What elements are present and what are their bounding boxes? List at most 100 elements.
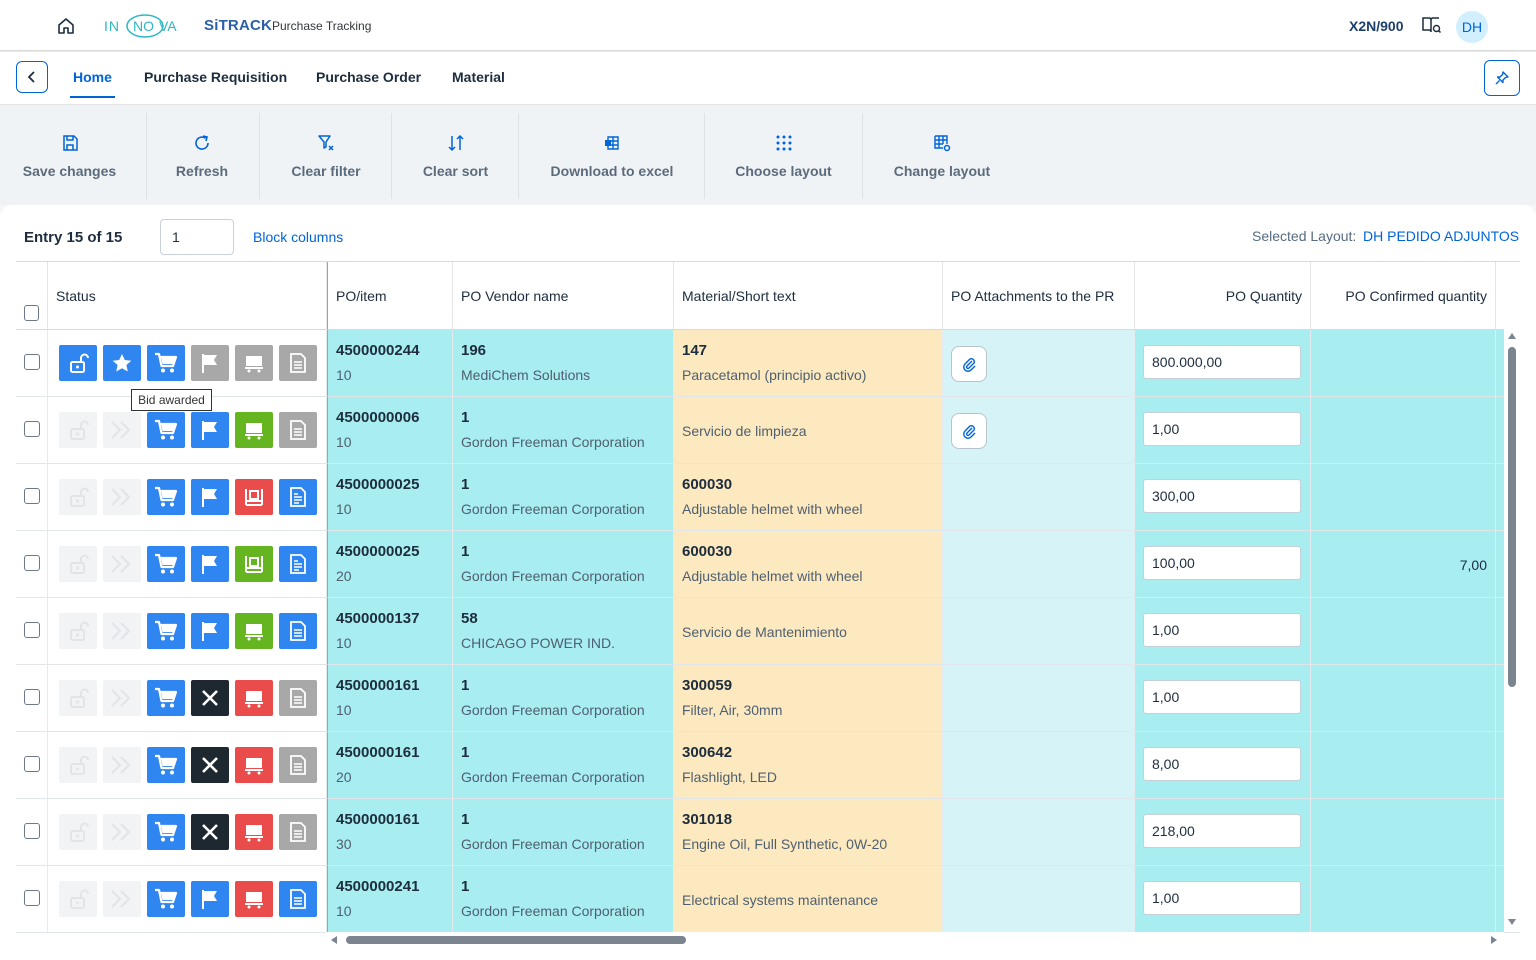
table-row[interactable]: 4500000241 10 1 Gordon Freeman Corporation… — [16, 866, 1520, 933]
horizontal-scrollbar[interactable] — [326, 932, 1504, 948]
po-quantity-input[interactable] — [1143, 747, 1301, 781]
clear-filter-button[interactable]: Clear filter — [266, 105, 386, 205]
header-po-quantity[interactable]: PO Quantity — [1135, 262, 1311, 330]
status-cancel-icon[interactable] — [191, 814, 229, 850]
vertical-scroll-thumb[interactable] — [1508, 347, 1516, 687]
horizontal-scroll-thumb[interactable] — [346, 936, 686, 944]
tab-home[interactable]: Home — [70, 69, 115, 98]
po-quantity-input[interactable] — [1143, 479, 1301, 513]
status-cart-icon[interactable] — [147, 345, 185, 381]
row-checkbox[interactable] — [24, 421, 40, 437]
scroll-right-icon[interactable] — [1490, 935, 1498, 945]
table-row[interactable]: 4500000025 20 1 Gordon Freeman Corporation… — [16, 531, 1520, 598]
avatar[interactable]: DH — [1456, 11, 1488, 43]
row-checkbox[interactable] — [24, 622, 40, 638]
status-document-icon[interactable] — [279, 412, 317, 448]
tab-purchase-requisition[interactable]: Purchase Requisition — [144, 69, 288, 85]
status-flag-icon[interactable] — [191, 546, 229, 582]
help-icon[interactable] — [1420, 14, 1442, 36]
status-flag-icon[interactable] — [191, 881, 229, 917]
status-document-icon[interactable] — [279, 881, 317, 917]
clear-sort-button[interactable]: Clear sort — [398, 105, 513, 205]
status-truck-icon[interactable] — [235, 345, 273, 381]
po-quantity-input[interactable] — [1143, 546, 1301, 580]
row-checkbox[interactable] — [24, 823, 40, 839]
scroll-down-icon[interactable] — [1507, 918, 1517, 926]
po-quantity-input[interactable] — [1143, 881, 1301, 915]
home-button[interactable] — [52, 12, 80, 40]
table-row[interactable]: 4500000137 10 58 CHICAGO POWER IND. Servic… — [16, 598, 1520, 665]
row-checkbox[interactable] — [24, 890, 40, 906]
header-vendor[interactable]: PO Vendor name — [453, 262, 674, 330]
status-forward-icon[interactable] — [103, 412, 141, 448]
po-quantity-input[interactable] — [1143, 814, 1301, 848]
table-row[interactable]: 4500000161 20 1 Gordon Freeman Corporation… — [16, 732, 1520, 799]
status-document-icon[interactable] — [279, 814, 317, 850]
entry-number-input[interactable] — [160, 219, 234, 255]
status-document-icon[interactable] — [279, 345, 317, 381]
header-confirmed-qty[interactable]: PO Confirmed quantity — [1311, 262, 1496, 330]
status-truck-icon[interactable] — [235, 412, 273, 448]
table-row[interactable]: 4500000244 10 196 MediChem Solutions 147 Pa… — [16, 330, 1520, 397]
choose-layout-button[interactable]: Choose layout — [712, 105, 855, 205]
status-loading-dock-icon[interactable] — [235, 479, 273, 515]
status-document-icon[interactable] — [279, 747, 317, 783]
header-status[interactable]: Status — [48, 262, 327, 330]
selected-layout-link[interactable]: DH PEDIDO ADJUNTOS — [1363, 228, 1520, 244]
status-unlock-icon[interactable] — [59, 680, 97, 716]
table-row[interactable]: 4500000006 10 1 Gordon Freeman Corporation… — [16, 397, 1520, 464]
status-unlock-icon[interactable] — [59, 412, 97, 448]
block-columns-link[interactable]: Block columns — [253, 229, 344, 245]
status-truck-icon[interactable] — [235, 680, 273, 716]
status-cancel-icon[interactable] — [191, 747, 229, 783]
tab-material[interactable]: Material — [452, 69, 505, 85]
header-po-item[interactable]: PO/item — [327, 262, 453, 330]
status-unlock-icon[interactable] — [59, 613, 97, 649]
po-quantity-input[interactable] — [1143, 345, 1301, 379]
table-row[interactable]: 4500000161 30 1 Gordon Freeman Corporation… — [16, 799, 1520, 866]
status-star-icon[interactable] — [103, 345, 141, 381]
status-truck-icon[interactable] — [235, 747, 273, 783]
status-forward-icon[interactable] — [103, 613, 141, 649]
status-cancel-icon[interactable] — [191, 680, 229, 716]
select-all-checkbox[interactable] — [24, 305, 39, 321]
status-flag-icon[interactable] — [191, 613, 229, 649]
row-checkbox[interactable] — [24, 354, 40, 370]
status-cart-icon[interactable] — [147, 546, 185, 582]
row-checkbox[interactable] — [24, 488, 40, 504]
status-flag-icon[interactable] — [191, 345, 229, 381]
status-forward-icon[interactable] — [103, 680, 141, 716]
status-unlock-icon[interactable] — [59, 479, 97, 515]
status-truck-icon[interactable] — [235, 613, 273, 649]
header-attachments[interactable]: PO Attachments to the PR — [943, 262, 1135, 330]
status-cart-icon[interactable] — [147, 881, 185, 917]
status-cart-icon[interactable] — [147, 412, 185, 448]
table-row[interactable]: 4500000025 10 1 Gordon Freeman Corporation… — [16, 464, 1520, 531]
refresh-button[interactable]: Refresh — [152, 105, 252, 205]
status-forward-icon[interactable] — [103, 881, 141, 917]
attachment-button[interactable] — [951, 346, 987, 382]
status-forward-icon[interactable] — [103, 546, 141, 582]
change-layout-button[interactable]: Change layout — [880, 105, 1004, 205]
status-unlock-icon[interactable] — [59, 747, 97, 783]
status-loading-dock-icon[interactable] — [235, 546, 273, 582]
status-truck-icon[interactable] — [235, 814, 273, 850]
scroll-up-icon[interactable] — [1507, 332, 1517, 340]
vertical-scrollbar[interactable] — [1504, 329, 1520, 932]
status-truck-icon[interactable] — [235, 881, 273, 917]
po-quantity-input[interactable] — [1143, 680, 1301, 714]
scroll-left-icon[interactable] — [330, 935, 338, 945]
download-excel-button[interactable]: Download to excel — [530, 105, 694, 205]
status-cart-icon[interactable] — [147, 680, 185, 716]
status-document-icon[interactable] — [279, 680, 317, 716]
status-unlock-icon[interactable] — [59, 814, 97, 850]
status-cart-icon[interactable] — [147, 613, 185, 649]
status-forward-icon[interactable] — [103, 479, 141, 515]
status-cart-icon[interactable] — [147, 479, 185, 515]
row-checkbox[interactable] — [24, 689, 40, 705]
header-material[interactable]: Material/Short text — [674, 262, 943, 330]
tab-purchase-order[interactable]: Purchase Order — [316, 69, 422, 85]
pin-button[interactable] — [1484, 60, 1520, 96]
attachment-button[interactable] — [951, 413, 987, 449]
status-invoice-icon[interactable] — [279, 546, 317, 582]
